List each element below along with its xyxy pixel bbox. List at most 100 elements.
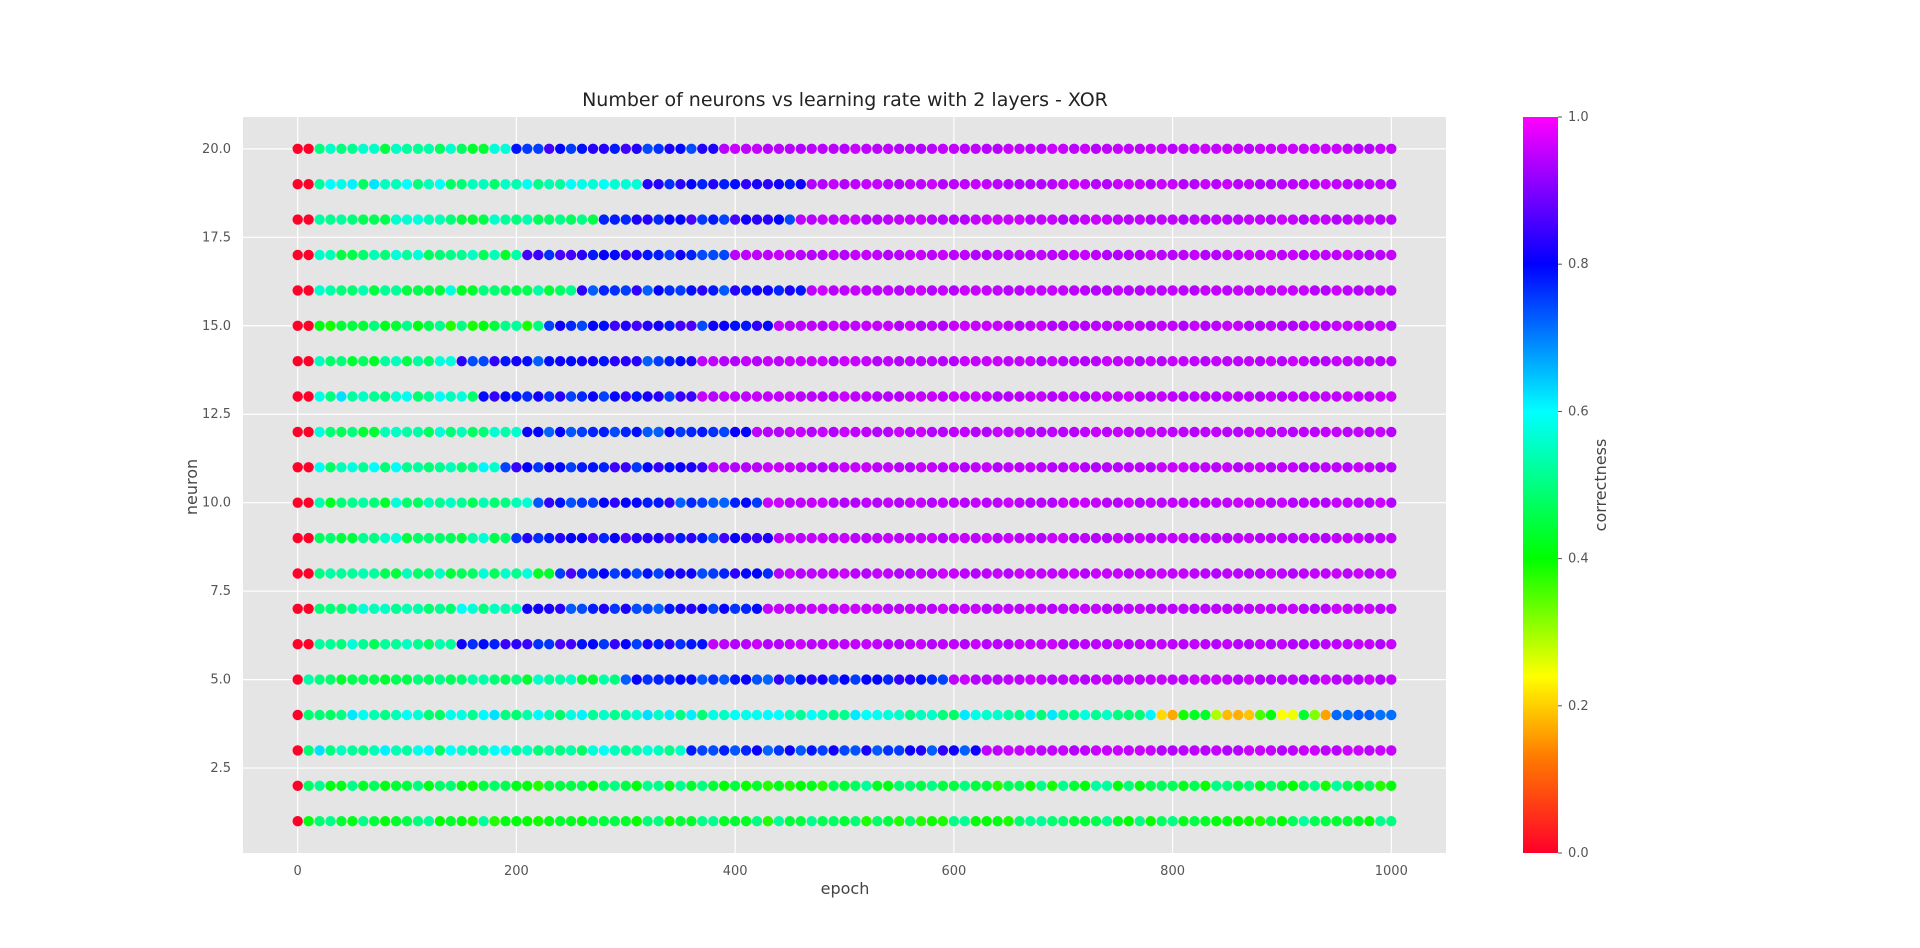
data-point <box>1287 603 1299 614</box>
data-point <box>1036 532 1047 544</box>
data-point <box>686 497 697 508</box>
data-point <box>1014 179 1025 190</box>
data-point <box>609 320 620 331</box>
data-point <box>369 532 380 544</box>
data-point <box>948 603 960 614</box>
data-point <box>915 568 927 579</box>
data-point <box>336 639 347 650</box>
data-point <box>1079 780 1091 791</box>
data-point <box>1079 320 1091 331</box>
data-point <box>598 674 610 685</box>
data-point <box>1036 179 1047 190</box>
data-point <box>1276 639 1288 650</box>
data-point <box>1079 143 1091 154</box>
data-point <box>686 179 697 190</box>
data-point <box>1047 568 1058 579</box>
data-point <box>555 674 566 685</box>
data-point <box>1112 568 1124 579</box>
data-point <box>467 285 478 296</box>
data-point <box>817 603 828 614</box>
data-point <box>762 603 774 614</box>
data-point <box>697 639 708 650</box>
data-point <box>598 603 610 614</box>
data-point <box>915 603 927 614</box>
data-point <box>1025 391 1036 402</box>
data-point <box>292 780 303 791</box>
data-point <box>828 214 839 225</box>
data-point <box>1014 780 1025 791</box>
data-point <box>555 462 566 473</box>
data-point <box>609 816 620 827</box>
data-point <box>642 745 653 756</box>
data-point <box>401 356 413 367</box>
data-point <box>959 426 970 438</box>
data-point <box>1287 568 1299 579</box>
data-point <box>664 745 675 756</box>
data-point <box>1309 639 1321 650</box>
data-point <box>478 320 489 331</box>
data-point <box>1101 462 1113 473</box>
data-point <box>883 214 894 225</box>
data-point <box>719 816 730 827</box>
data-point <box>412 709 424 721</box>
data-point <box>904 709 916 721</box>
data-point <box>336 426 347 438</box>
data-point <box>1123 603 1135 614</box>
data-point <box>915 179 927 190</box>
data-point <box>478 214 489 225</box>
data-point <box>598 497 610 508</box>
data-point <box>686 639 697 650</box>
data-point <box>697 249 708 261</box>
data-point <box>445 532 456 544</box>
x-tick-label: 600 <box>941 864 966 879</box>
data-point <box>642 568 653 579</box>
data-point <box>1276 532 1288 544</box>
data-point <box>1156 674 1167 685</box>
data-point <box>1079 462 1091 473</box>
data-point <box>883 603 894 614</box>
data-point <box>380 780 391 791</box>
data-point <box>1233 426 1244 438</box>
data-point <box>981 391 992 402</box>
data-point <box>1222 179 1233 190</box>
data-point <box>1265 532 1277 544</box>
data-point <box>773 568 785 579</box>
data-point <box>1145 674 1156 685</box>
y-axis-ticks: 2.55.07.510.012.515.017.520.0 <box>202 142 231 776</box>
data-point <box>948 426 960 438</box>
data-point <box>347 816 358 827</box>
data-point <box>970 143 981 154</box>
data-point <box>1123 249 1135 261</box>
data-point <box>872 143 883 154</box>
data-point <box>850 816 861 827</box>
data-point <box>664 249 675 261</box>
data-point <box>1134 426 1146 438</box>
data-point <box>358 356 369 367</box>
data-point <box>970 709 981 721</box>
data-point <box>587 143 599 154</box>
data-point <box>959 709 970 721</box>
data-point <box>544 603 555 614</box>
data-point <box>1112 320 1124 331</box>
data-point <box>1069 568 1080 579</box>
data-point <box>1386 391 1397 402</box>
data-point <box>915 745 927 756</box>
data-point <box>1123 179 1135 190</box>
data-point <box>544 320 555 331</box>
data-point <box>390 320 402 331</box>
data-point <box>1375 780 1386 791</box>
data-point <box>1276 320 1288 331</box>
data-point <box>1101 143 1113 154</box>
data-point <box>1375 745 1386 756</box>
data-point <box>314 214 325 225</box>
data-point <box>1287 320 1299 331</box>
data-point <box>1265 285 1277 296</box>
data-point <box>423 497 435 508</box>
data-point <box>1047 674 1058 685</box>
data-point <box>576 143 588 154</box>
data-point <box>1386 709 1397 721</box>
data-point <box>467 603 478 614</box>
data-point <box>981 214 992 225</box>
data-point <box>1233 568 1244 579</box>
data-point <box>729 143 741 154</box>
